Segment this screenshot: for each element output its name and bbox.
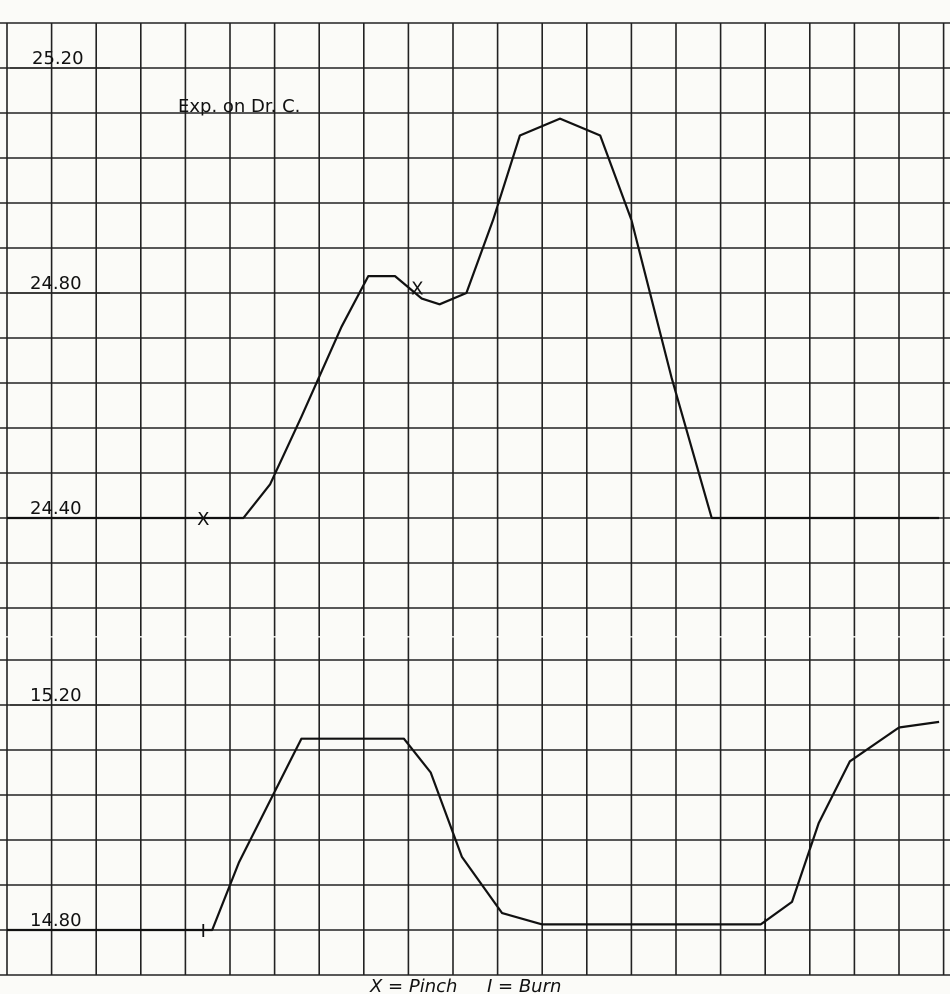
- data-line: [7, 117, 940, 520]
- event-marker: X: [411, 278, 423, 299]
- caption-burn: I = Burn: [487, 976, 561, 994]
- y-tick-label: 25.20: [32, 48, 84, 69]
- y-tick-label: 24.80: [30, 273, 82, 294]
- y-tick-label: 14.80: [30, 910, 82, 931]
- y-tick-label: 15.20: [30, 685, 82, 706]
- event-marker: I: [763, 915, 768, 936]
- data-line: [7, 720, 940, 932]
- caption-pinch: X = Pinch: [369, 976, 457, 994]
- event-marker: I: [201, 921, 206, 942]
- chart-title: Exp. on Dr. C.: [178, 96, 300, 117]
- event-marker: X: [197, 509, 209, 530]
- y-tick-label: 24.40: [30, 498, 82, 519]
